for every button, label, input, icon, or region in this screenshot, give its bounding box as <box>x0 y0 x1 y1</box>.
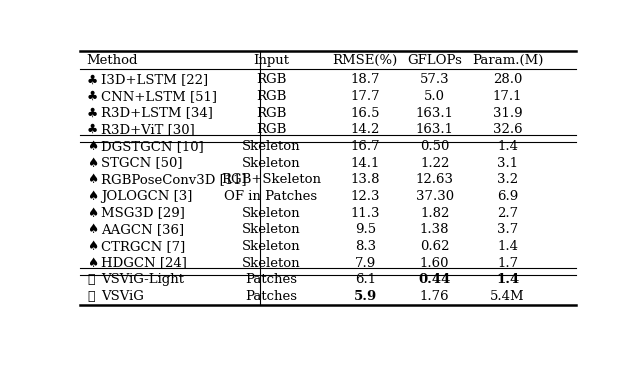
Text: DGSTGCN [10]: DGSTGCN [10] <box>101 140 204 153</box>
Text: ★: ★ <box>87 273 95 286</box>
Text: 3.2: 3.2 <box>497 173 518 186</box>
Text: 1.4: 1.4 <box>497 240 518 253</box>
Text: 13.8: 13.8 <box>351 173 380 186</box>
Text: RGB: RGB <box>256 90 286 103</box>
Text: 0.50: 0.50 <box>420 140 449 153</box>
Text: RGB+Skeleton: RGB+Skeleton <box>221 173 321 186</box>
Text: I3D+LSTM [22]: I3D+LSTM [22] <box>101 73 208 86</box>
Text: Skeleton: Skeleton <box>242 240 300 253</box>
Text: 1.76: 1.76 <box>420 290 449 303</box>
Text: 5.4M: 5.4M <box>490 290 525 303</box>
Text: 5.9: 5.9 <box>353 290 377 303</box>
Text: MSG3D [29]: MSG3D [29] <box>101 207 185 220</box>
Text: Skeleton: Skeleton <box>242 140 300 153</box>
Text: Method: Method <box>86 54 138 67</box>
Text: OF in Patches: OF in Patches <box>225 190 317 203</box>
Text: Patches: Patches <box>245 273 297 286</box>
Text: Skeleton: Skeleton <box>242 207 300 220</box>
Text: ♠: ♠ <box>87 157 98 170</box>
Text: 163.1: 163.1 <box>415 123 454 136</box>
Text: 3.1: 3.1 <box>497 157 518 170</box>
Text: 17.1: 17.1 <box>493 90 522 103</box>
Text: 17.7: 17.7 <box>350 90 380 103</box>
Text: 5.0: 5.0 <box>424 90 445 103</box>
Text: ★: ★ <box>87 290 95 303</box>
Text: 1.4: 1.4 <box>496 273 519 286</box>
Text: ♠: ♠ <box>87 207 98 220</box>
Text: 3.7: 3.7 <box>497 223 518 236</box>
Text: 32.6: 32.6 <box>493 123 522 136</box>
Text: 31.9: 31.9 <box>493 107 522 120</box>
Text: ♣: ♣ <box>87 123 98 136</box>
Text: ♠: ♠ <box>87 190 98 203</box>
Text: AAGCN [36]: AAGCN [36] <box>101 223 184 236</box>
Text: ♠: ♠ <box>87 257 98 270</box>
Text: 14.1: 14.1 <box>351 157 380 170</box>
Text: Patches: Patches <box>245 290 297 303</box>
Text: CTRGCN [7]: CTRGCN [7] <box>101 240 185 253</box>
Text: R3D+LSTM [34]: R3D+LSTM [34] <box>101 107 212 120</box>
Text: 2.7: 2.7 <box>497 207 518 220</box>
Text: 1.60: 1.60 <box>420 257 449 270</box>
Text: RGB: RGB <box>256 73 286 86</box>
Text: Param.(M): Param.(M) <box>472 54 543 67</box>
Text: R3D+ViT [30]: R3D+ViT [30] <box>101 123 195 136</box>
Text: VSViG-Light: VSViG-Light <box>101 273 184 286</box>
Text: 12.3: 12.3 <box>351 190 380 203</box>
Text: Skeleton: Skeleton <box>242 157 300 170</box>
Text: ♠: ♠ <box>87 240 98 253</box>
Text: 9.5: 9.5 <box>355 223 376 236</box>
Text: 0.62: 0.62 <box>420 240 449 253</box>
Text: 28.0: 28.0 <box>493 73 522 86</box>
Text: Skeleton: Skeleton <box>242 257 300 270</box>
Text: 1.38: 1.38 <box>420 223 449 236</box>
Text: 18.7: 18.7 <box>351 73 380 86</box>
Text: Input: Input <box>253 54 289 67</box>
Text: 163.1: 163.1 <box>415 107 454 120</box>
Text: ♣: ♣ <box>87 90 98 103</box>
Text: 8.3: 8.3 <box>355 240 376 253</box>
Text: STGCN [50]: STGCN [50] <box>101 157 182 170</box>
Text: Skeleton: Skeleton <box>242 223 300 236</box>
Text: ♣: ♣ <box>87 73 98 86</box>
Text: 7.9: 7.9 <box>355 257 376 270</box>
Text: ♠: ♠ <box>87 223 98 236</box>
Text: 1.82: 1.82 <box>420 207 449 220</box>
Text: RGB: RGB <box>256 107 286 120</box>
Text: RMSE(%): RMSE(%) <box>333 54 398 67</box>
Text: 12.63: 12.63 <box>415 173 454 186</box>
Text: HDGCN [24]: HDGCN [24] <box>101 257 187 270</box>
Text: 37.30: 37.30 <box>415 190 454 203</box>
Text: 57.3: 57.3 <box>420 73 449 86</box>
Text: 1.7: 1.7 <box>497 257 518 270</box>
Text: ♠: ♠ <box>87 173 98 186</box>
Text: JOLOGCN [3]: JOLOGCN [3] <box>101 190 192 203</box>
Text: ♣: ♣ <box>87 107 98 120</box>
Text: 6.1: 6.1 <box>355 273 376 286</box>
Text: 16.7: 16.7 <box>350 140 380 153</box>
Text: RGB: RGB <box>256 123 286 136</box>
Text: ♠: ♠ <box>87 140 98 153</box>
Text: 14.2: 14.2 <box>351 123 380 136</box>
Text: 1.22: 1.22 <box>420 157 449 170</box>
Text: 0.44: 0.44 <box>419 273 451 286</box>
Text: 11.3: 11.3 <box>351 207 380 220</box>
Text: GFLOPs: GFLOPs <box>407 54 462 67</box>
Text: RGBPoseConv3D [11]: RGBPoseConv3D [11] <box>101 173 246 186</box>
Text: VSViG: VSViG <box>101 290 144 303</box>
Text: 6.9: 6.9 <box>497 190 518 203</box>
Text: 1.4: 1.4 <box>497 140 518 153</box>
Text: 16.5: 16.5 <box>351 107 380 120</box>
Text: CNN+LSTM [51]: CNN+LSTM [51] <box>101 90 217 103</box>
